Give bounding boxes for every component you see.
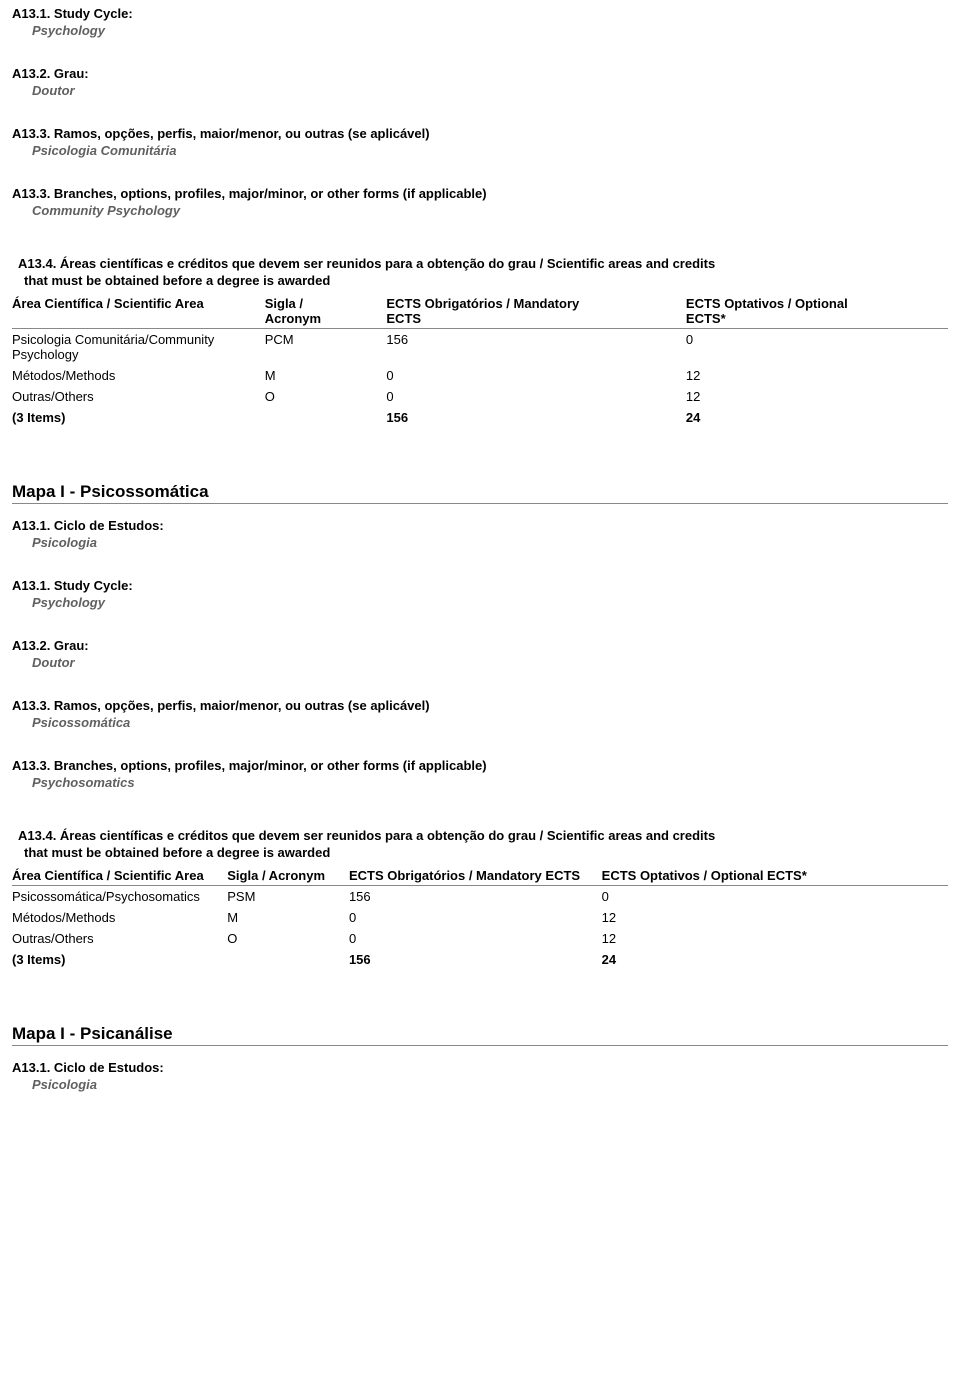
table-row: Psicossomática/Psychosomatics PSM 156 0	[12, 886, 948, 908]
table-row: Psicologia Comunitária/Community Psychol…	[12, 329, 948, 366]
credits-table-2: Área Científica / Scientific Area Sigla …	[12, 866, 948, 970]
table-row: Métodos/Methods M 0 12	[12, 365, 948, 386]
field-label: A13.1. Study Cycle:	[12, 578, 948, 593]
field-label: A13.1. Study Cycle:	[12, 6, 948, 21]
field-value: Psychology	[12, 595, 948, 610]
th-mandatory: ECTS Obrigatórios / Mandatory ECTS	[349, 866, 602, 886]
field-label: A13.3. Branches, options, profiles, majo…	[12, 186, 948, 201]
field-value: Psicossomática	[12, 715, 948, 730]
th-optional: ECTS Optativos / Optional ECTS*	[686, 294, 948, 329]
table-heading-line2: that must be obtained before a degree is…	[18, 273, 948, 288]
table-row: Métodos/Methods M 0 12	[12, 907, 948, 928]
field-label: A13.1. Ciclo de Estudos:	[12, 1060, 948, 1075]
th-area: Área Científica / Scientific Area	[12, 866, 227, 886]
map-title: Mapa I - Psicanálise	[12, 1024, 948, 1046]
field-value: Doutor	[12, 655, 948, 670]
table-heading: A13.4. Áreas científicas e créditos que …	[18, 256, 948, 271]
th-area: Área Científica / Scientific Area	[12, 294, 265, 329]
table-row: Outras/Others O 0 12	[12, 386, 948, 407]
th-acronym: Sigla / Acronym	[227, 866, 349, 886]
table-row: Outras/Others O 0 12	[12, 928, 948, 949]
field-label: A13.2. Grau:	[12, 66, 948, 81]
field-label: A13.2. Grau:	[12, 638, 948, 653]
field-value: Community Psychology	[12, 203, 948, 218]
table-total-row: (3 Items) 156 24	[12, 407, 948, 428]
table-total-row: (3 Items) 156 24	[12, 949, 948, 970]
field-label: A13.3. Branches, options, profiles, majo…	[12, 758, 948, 773]
th-optional: ECTS Optativos / Optional ECTS*	[602, 866, 948, 886]
field-value: Psychosomatics	[12, 775, 948, 790]
credits-table-1: Área Científica / Scientific Area Sigla …	[12, 294, 948, 428]
th-acronym: Sigla / Acronym	[265, 294, 387, 329]
field-value: Doutor	[12, 83, 948, 98]
field-value: Psychology	[12, 23, 948, 38]
field-label: A13.3. Ramos, opções, perfis, maior/meno…	[12, 126, 948, 141]
th-mandatory: ECTS Obrigatórios / Mandatory ECTS	[386, 294, 686, 329]
table-heading: A13.4. Áreas científicas e créditos que …	[18, 828, 948, 843]
map-title: Mapa I - Psicossomática	[12, 482, 948, 504]
field-value: Psicologia Comunitária	[12, 143, 948, 158]
field-label: A13.3. Ramos, opções, perfis, maior/meno…	[12, 698, 948, 713]
field-label: A13.1. Ciclo de Estudos:	[12, 518, 948, 533]
table-heading-line2: that must be obtained before a degree is…	[18, 845, 948, 860]
field-value: Psicologia	[12, 535, 948, 550]
field-value: Psicologia	[12, 1077, 948, 1092]
